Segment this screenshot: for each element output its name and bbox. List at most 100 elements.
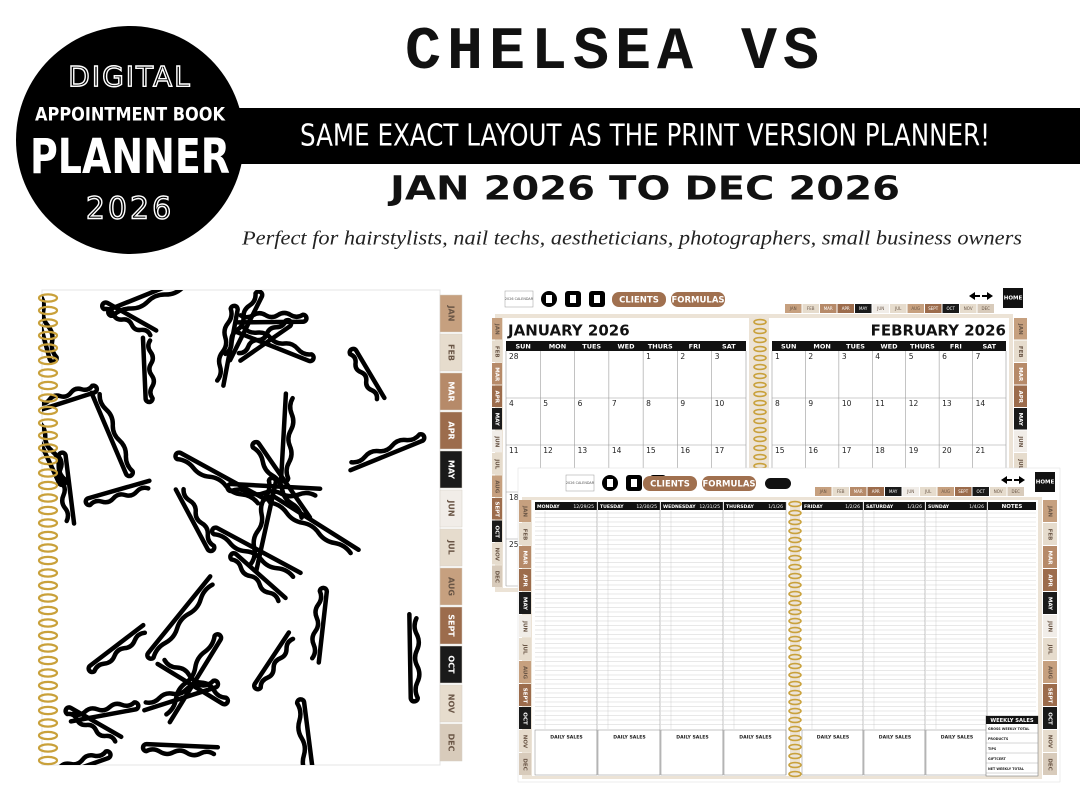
weekly-sales-row: GIFTCERT — [988, 757, 1006, 761]
side-tab-label: AUG — [494, 480, 500, 494]
nav-button — [671, 292, 725, 307]
spiral-ring — [37, 368, 59, 378]
month-mini-tab-label: MAY — [859, 306, 868, 311]
day-header-bar — [802, 502, 863, 510]
hairpin — [164, 632, 224, 725]
daily-sales-box — [597, 729, 661, 776]
month-title: JANUARY 2026 — [507, 322, 630, 340]
spiral-ring — [37, 730, 59, 741]
cover-tab — [439, 450, 463, 489]
spiral-ring — [753, 444, 767, 452]
month-mini-tab — [1007, 487, 1024, 496]
day-name: TUESDAY — [600, 504, 624, 510]
date-number: 4 — [509, 399, 514, 408]
side-tab — [1014, 385, 1027, 407]
spiral-ring — [788, 761, 802, 769]
side-tab-label: AUG — [1047, 666, 1053, 680]
spiral-ring — [788, 653, 802, 661]
hairpin — [236, 317, 294, 363]
side-tab-label: JAN — [1017, 323, 1023, 335]
spiral-ring — [753, 390, 767, 398]
date-number: 17 — [842, 446, 852, 455]
side-tab-label: MAY — [1017, 413, 1023, 427]
side-tab — [1043, 500, 1057, 522]
side-tab-label: JUL — [1017, 458, 1023, 470]
hairpin — [140, 335, 157, 405]
spiral-ring — [37, 380, 59, 391]
side-tab — [492, 318, 502, 340]
side-tab — [492, 453, 502, 475]
daily-sales-box — [863, 729, 926, 776]
spiral-ring — [788, 500, 802, 508]
cover-tab — [439, 411, 463, 450]
date-number: 7 — [612, 399, 617, 408]
side-tab-label: DEC — [1047, 758, 1053, 770]
month-mini-tab — [925, 304, 942, 313]
daily-sales-box — [801, 729, 864, 776]
side-tab-label: FEB — [522, 529, 528, 541]
arrow-right — [982, 292, 993, 300]
daily-sales-label: DAILY SALES — [550, 735, 582, 741]
side-tab-label: APR — [1047, 574, 1053, 587]
side-tab — [519, 523, 531, 545]
home-button — [1003, 288, 1023, 308]
month-mini-tab-label: NOV — [994, 489, 1003, 494]
cover-tab — [439, 567, 463, 606]
cover-tab — [439, 528, 463, 567]
spiral-ring — [753, 381, 767, 389]
side-tab-label: FEB — [1047, 529, 1053, 541]
side-tab — [492, 475, 502, 497]
spiral-ring — [37, 755, 59, 766]
side-tab — [519, 546, 531, 568]
side-tab — [492, 498, 502, 520]
cover-tab-label: MAY — [447, 460, 456, 479]
day-date: 12/30/25 — [636, 504, 657, 510]
hairpin — [347, 346, 387, 402]
month-mini-tab — [942, 304, 959, 313]
hairpin — [142, 678, 221, 713]
hairpin — [252, 630, 296, 692]
month-mini-tab — [850, 487, 867, 496]
cover-tab — [439, 645, 463, 684]
month-mini-tab — [867, 487, 884, 496]
spiral-ring — [788, 518, 802, 526]
hairpin — [173, 486, 217, 554]
date-number: 12 — [543, 446, 553, 455]
side-tab — [1043, 661, 1057, 683]
date-number: 10 — [842, 399, 852, 408]
month-mini-tab-label: MAY — [889, 489, 898, 494]
month-mini-tab — [977, 304, 994, 313]
spiral-ring — [788, 581, 802, 589]
cover-tab — [439, 333, 463, 372]
month-mini-tab-label: JAN — [819, 489, 827, 494]
hairpin — [83, 478, 152, 508]
date-number: 8 — [775, 399, 780, 408]
cover-tab-label: JAN — [447, 305, 456, 322]
hairpin — [68, 700, 141, 724]
month-mini-tab — [872, 304, 889, 313]
date-number: 14 — [976, 399, 986, 408]
side-tab — [492, 340, 502, 362]
spiral-ring — [37, 530, 59, 541]
spiral-ring — [788, 608, 802, 616]
cover-tab — [439, 489, 463, 528]
spiral-ring — [753, 363, 767, 371]
cover-tab — [439, 684, 463, 723]
spiral-ring — [788, 734, 802, 742]
month-mini-tab — [785, 304, 802, 313]
nav-button — [643, 476, 697, 491]
side-tab — [492, 363, 502, 385]
spiral-ring — [37, 568, 59, 578]
side-tab-label: OCT — [1047, 712, 1053, 725]
side-tab-label: SEPT — [1047, 688, 1053, 704]
home-button-label: HOME — [1036, 480, 1055, 486]
daily-sales-label: DAILY SALES — [817, 735, 849, 741]
badge-year: 2026 — [86, 192, 174, 227]
weekday-label: THURS — [910, 343, 935, 351]
daily-sales-box — [534, 729, 598, 776]
spiral-ring — [37, 743, 59, 753]
side-tab-label: JUL — [522, 643, 528, 655]
day-name: MONDAY — [537, 504, 560, 510]
spiral-ring — [37, 443, 59, 453]
hairpin — [56, 450, 77, 526]
